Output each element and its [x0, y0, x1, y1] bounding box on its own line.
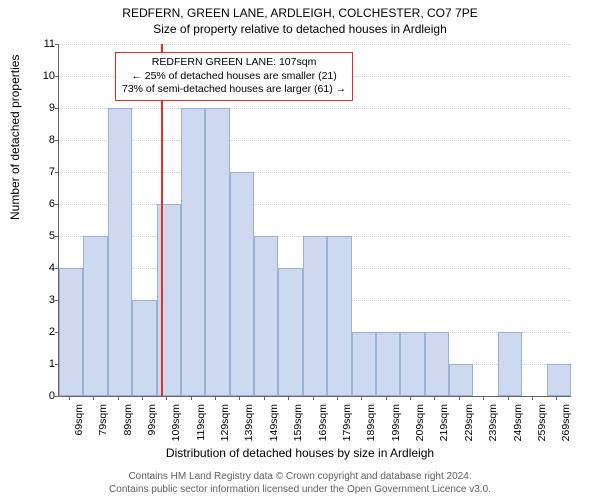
- histogram-bar: [108, 108, 132, 396]
- xtick-label: 89sqm: [122, 404, 134, 448]
- ytick-label: 10: [35, 70, 55, 82]
- xtick-label: 189sqm: [365, 404, 377, 448]
- ytick-mark: [55, 172, 59, 173]
- xtick-label: 169sqm: [317, 404, 329, 448]
- plot-area: 0123456789101169sqm79sqm89sqm99sqm109sqm…: [58, 44, 571, 397]
- histogram-bar: [181, 108, 205, 396]
- xtick-label: 199sqm: [390, 404, 402, 448]
- xtick-mark: [191, 396, 192, 400]
- xtick-label: 79sqm: [97, 404, 109, 448]
- xtick-mark: [410, 396, 411, 400]
- chart-title-line1: REDFERN, GREEN LANE, ARDLEIGH, COLCHESTE…: [0, 0, 600, 20]
- ytick-mark: [55, 108, 59, 109]
- xtick-label: 219sqm: [438, 404, 450, 448]
- ytick-mark: [55, 76, 59, 77]
- xtick-mark: [434, 396, 435, 400]
- footer-attribution: Contains HM Land Registry data © Crown c…: [0, 470, 600, 496]
- xtick-mark: [386, 396, 387, 400]
- xtick-mark: [118, 396, 119, 400]
- histogram-bar: [230, 172, 254, 396]
- histogram-bar: [547, 364, 571, 396]
- xtick-label: 269sqm: [560, 404, 572, 448]
- xtick-label: 209sqm: [414, 404, 426, 448]
- histogram-bar: [498, 332, 522, 396]
- xtick-mark: [532, 396, 533, 400]
- footer-line1: Contains HM Land Registry data © Crown c…: [0, 470, 600, 483]
- x-axis-label: Distribution of detached houses by size …: [0, 446, 600, 460]
- histogram-bar: [449, 364, 473, 396]
- ytick-label: 4: [35, 262, 55, 274]
- xtick-mark: [239, 396, 240, 400]
- y-axis-label: Number of detached properties: [8, 55, 22, 220]
- xtick-mark: [69, 396, 70, 400]
- ytick-mark: [55, 396, 59, 397]
- chart-title-line2: Size of property relative to detached ho…: [0, 20, 600, 36]
- xtick-label: 109sqm: [170, 404, 182, 448]
- gridline: [59, 108, 571, 109]
- histogram-bar: [205, 108, 229, 396]
- xtick-mark: [508, 396, 509, 400]
- xtick-label: 179sqm: [341, 404, 353, 448]
- xtick-mark: [459, 396, 460, 400]
- gridline: [59, 204, 571, 205]
- xtick-mark: [288, 396, 289, 400]
- xtick-label: 239sqm: [487, 404, 499, 448]
- ytick-label: 5: [35, 230, 55, 242]
- ytick-label: 9: [35, 102, 55, 114]
- histogram-bar: [425, 332, 449, 396]
- ytick-label: 7: [35, 166, 55, 178]
- histogram-bar: [132, 300, 156, 396]
- xtick-mark: [93, 396, 94, 400]
- xtick-mark: [166, 396, 167, 400]
- xtick-mark: [142, 396, 143, 400]
- ytick-label: 0: [35, 390, 55, 402]
- ytick-label: 6: [35, 198, 55, 210]
- ytick-label: 1: [35, 358, 55, 370]
- histogram-bar: [83, 236, 107, 396]
- gridline: [59, 44, 571, 45]
- xtick-label: 69sqm: [73, 404, 85, 448]
- histogram-bar: [157, 204, 181, 396]
- xtick-mark: [556, 396, 557, 400]
- ytick-label: 8: [35, 134, 55, 146]
- histogram-bar: [303, 236, 327, 396]
- footer-line2: Contains public sector information licen…: [0, 483, 600, 496]
- xtick-label: 129sqm: [219, 404, 231, 448]
- xtick-mark: [361, 396, 362, 400]
- xtick-label: 149sqm: [268, 404, 280, 448]
- xtick-mark: [215, 396, 216, 400]
- xtick-mark: [264, 396, 265, 400]
- chart-container: REDFERN, GREEN LANE, ARDLEIGH, COLCHESTE…: [0, 0, 600, 500]
- ytick-mark: [55, 236, 59, 237]
- xtick-label: 249sqm: [512, 404, 524, 448]
- xtick-mark: [337, 396, 338, 400]
- histogram-bar: [278, 268, 302, 396]
- annotation-line2: ← 25% of detached houses are smaller (21…: [122, 70, 346, 84]
- histogram-bar: [327, 236, 351, 396]
- xtick-mark: [313, 396, 314, 400]
- ytick-mark: [55, 140, 59, 141]
- xtick-label: 229sqm: [463, 404, 475, 448]
- xtick-mark: [483, 396, 484, 400]
- histogram-bar: [376, 332, 400, 396]
- ytick-label: 2: [35, 326, 55, 338]
- ytick-mark: [55, 204, 59, 205]
- histogram-bar: [400, 332, 424, 396]
- ytick-mark: [55, 44, 59, 45]
- annotation-box: REDFERN GREEN LANE: 107sqm ← 25% of deta…: [115, 52, 353, 101]
- xtick-label: 139sqm: [243, 404, 255, 448]
- histogram-bar: [254, 236, 278, 396]
- annotation-line1: REDFERN GREEN LANE: 107sqm: [122, 56, 346, 70]
- histogram-bar: [352, 332, 376, 396]
- histogram-bar: [59, 268, 83, 396]
- ytick-label: 3: [35, 294, 55, 306]
- xtick-label: 99sqm: [146, 404, 158, 448]
- xtick-label: 159sqm: [292, 404, 304, 448]
- xtick-label: 119sqm: [195, 404, 207, 448]
- ytick-label: 11: [35, 38, 55, 50]
- annotation-line3: 73% of semi-detached houses are larger (…: [122, 83, 346, 97]
- gridline: [59, 140, 571, 141]
- gridline: [59, 172, 571, 173]
- xtick-label: 259sqm: [536, 404, 548, 448]
